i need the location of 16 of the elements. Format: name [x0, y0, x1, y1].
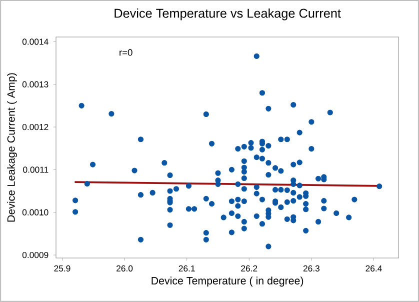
y-axis-title: Device Leakage Current ( Amp) — [7, 73, 17, 222]
y-tick-label: 0.0014 — [22, 38, 48, 45]
y-tick-label: 0.0009 — [22, 252, 48, 258]
y-tick-label: 0.0011 — [23, 166, 48, 173]
y-tick-label: 0.0013 — [22, 81, 48, 88]
x-tick-label: 26.4 — [366, 265, 382, 272]
x-tick-label: 26.1 — [178, 265, 195, 272]
chart-title: Device Temperature vs Leakage Current — [114, 8, 341, 20]
annotation: r=0 — [120, 49, 132, 56]
x-tick-label: 26.2 — [241, 265, 258, 272]
x-tick-label: 26.3 — [303, 265, 320, 272]
y-tick-label: 0.0012 — [22, 124, 48, 130]
x-tick-label: 25.9 — [54, 265, 70, 272]
x-axis-title: Device Temperature ( in degree) — [152, 276, 304, 287]
x-tick-label: 26.0 — [116, 265, 133, 272]
y-tick-label: 0.0010 — [22, 209, 48, 216]
